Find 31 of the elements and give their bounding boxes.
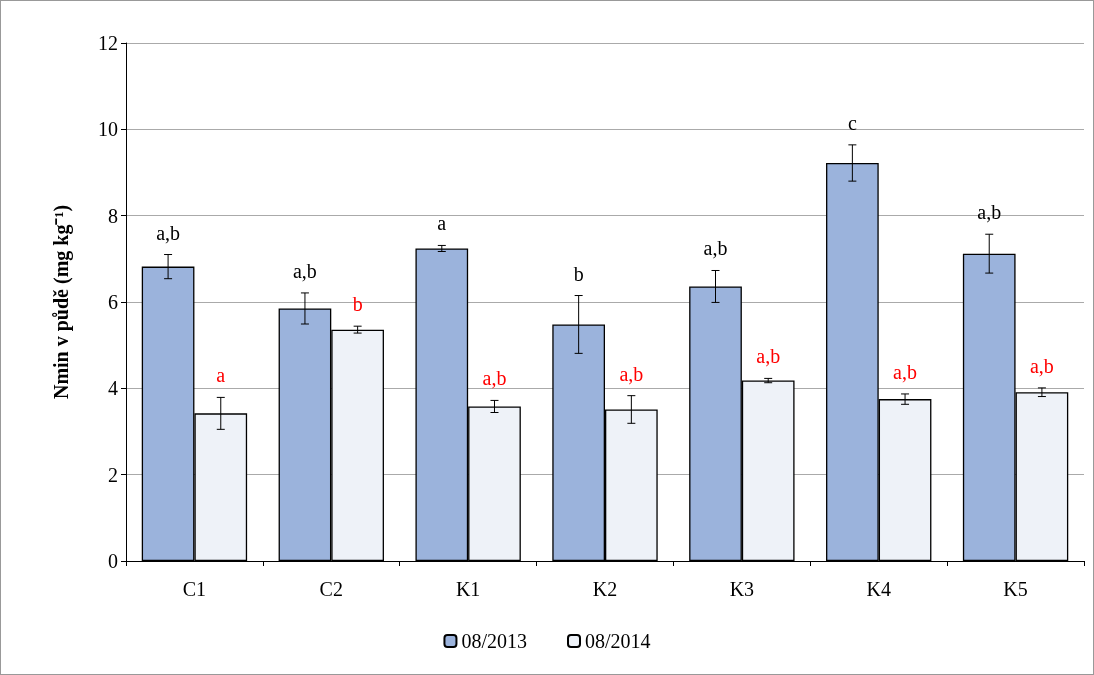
- y-tick-label: 10: [98, 118, 118, 141]
- data-label: b: [573, 262, 584, 285]
- data-label: a,b: [482, 367, 507, 390]
- data-label: a: [216, 364, 226, 387]
- data-label: a,b: [893, 360, 917, 383]
- x-tick-label: C1: [182, 578, 207, 600]
- x-tick-label: K5: [1003, 578, 1028, 600]
- data-label: a,b: [977, 201, 1002, 224]
- y-tick-label: 6: [108, 291, 118, 313]
- data-label: a,b: [293, 259, 317, 282]
- data-label: c: [847, 111, 857, 134]
- data-label: a,b: [1029, 354, 1054, 377]
- y-tick-label: 8: [108, 204, 118, 227]
- legend-label: 08/2013: [461, 630, 528, 652]
- data-label: a,b: [703, 237, 728, 260]
- legend-label: 08/2014: [585, 630, 651, 652]
- data-label: b: [352, 293, 363, 316]
- y-axis-title: Nmin v půdě (mg kg⁻¹): [50, 204, 73, 400]
- x-tick-label: K3: [729, 578, 755, 600]
- x-tick-label: K4: [866, 578, 891, 600]
- data-label: a,b: [156, 221, 181, 244]
- y-tick-label: 4: [108, 377, 118, 400]
- y-tick-label: 0: [108, 550, 118, 572]
- x-tick-label: C2: [319, 578, 343, 600]
- x-tick-label: K2: [592, 578, 618, 600]
- y-tick-label: 12: [98, 32, 118, 54]
- x-tick-label: K1: [455, 578, 481, 600]
- data-label: a,b: [619, 362, 644, 385]
- y-tick-label: 2: [108, 463, 118, 486]
- data-label: a,b: [756, 345, 781, 368]
- data-label: a: [437, 212, 447, 235]
